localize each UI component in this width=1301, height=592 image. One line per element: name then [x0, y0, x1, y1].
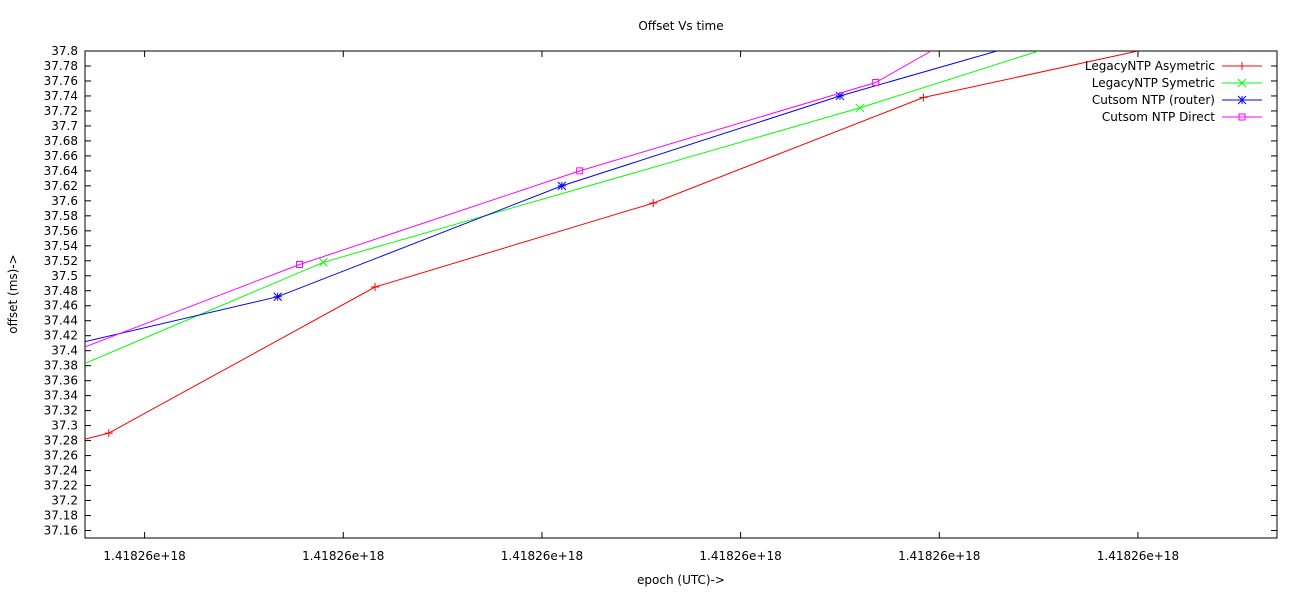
series-line-1: [85, 51, 1039, 364]
y-tick-label: 37.68: [44, 134, 78, 148]
y-tick-label: 37.46: [44, 299, 78, 313]
y-tick-label: 37.78: [44, 59, 78, 73]
data-point: [872, 78, 880, 86]
series-layer: [85, 51, 1139, 440]
y-tick-label: 37.8: [51, 44, 78, 58]
data-point: [319, 257, 328, 267]
y-tick-label: 37.72: [44, 104, 78, 118]
y-tick-label: 37.2: [51, 494, 78, 508]
y-axis-label: offset (ms)->: [6, 254, 20, 333]
y-tick-label: 37.3: [51, 419, 78, 433]
y-tick-label: 37.52: [44, 254, 78, 268]
y-tick-label: 37.4: [51, 344, 78, 358]
y-tick-label: 37.18: [44, 509, 78, 523]
y-tick-label: 37.64: [44, 164, 78, 178]
y-tick-label: 37.48: [44, 284, 78, 298]
legend: LegacyNTP Asymetric LegacyNTP Symetric Cut…: [1085, 59, 1262, 124]
y-tick-label: 37.56: [44, 224, 78, 238]
legend-marker: [1237, 78, 1247, 88]
y-tick-label: 37.32: [44, 404, 78, 418]
series-line-3: [85, 51, 932, 348]
data-point: [649, 199, 658, 208]
y-axis-ticks: 37.1637.1837.237.2237.2437.2637.2837.337…: [44, 44, 1277, 538]
y-tick-label: 37.58: [44, 209, 78, 223]
y-tick-label: 37.38: [44, 359, 78, 373]
y-tick-label: 37.28: [44, 434, 78, 448]
data-point: [557, 181, 567, 191]
x-axis-ticks: 1.41826e+18 1.41826e+18 1.41826e+18 1.41826…: [103, 51, 1179, 563]
data-point: [919, 93, 928, 102]
y-tick-label: 37.34: [44, 389, 78, 403]
legend-marker: [1237, 95, 1247, 105]
data-point: [273, 292, 283, 302]
legend-label: LegacyNTP Symetric: [1092, 76, 1215, 90]
x-tick-label: 1.41826e+18: [898, 549, 980, 563]
series-line-0: [85, 51, 1139, 440]
y-tick-label: 37.62: [44, 179, 78, 193]
plot-area: 37.1637.1837.237.2237.2437.2637.2837.337…: [44, 44, 1278, 563]
y-tick-label: 37.5: [51, 269, 78, 283]
y-tick-label: 37.66: [44, 149, 78, 163]
data-point: [371, 283, 380, 292]
y-tick-label: 37.22: [44, 479, 78, 493]
x-axis-label: epoch (UTC)->: [637, 573, 725, 587]
x-tick-label: 1.41826e+18: [699, 549, 781, 563]
y-tick-label: 37.24: [44, 464, 78, 478]
y-tick-label: 37.74: [44, 89, 78, 103]
legend-marker: [1238, 62, 1246, 70]
chart-title: Offset Vs time: [638, 19, 723, 33]
plot-frame: [84, 50, 1278, 539]
y-tick-label: 37.44: [44, 314, 78, 328]
data-point: [855, 103, 865, 113]
x-tick-label: 1.41826e+18: [501, 549, 583, 563]
x-tick-label: 1.41826e+18: [302, 549, 384, 563]
data-point: [576, 167, 584, 175]
legend-label: Cutsom NTP (router): [1092, 93, 1215, 107]
legend-marker: [1238, 113, 1246, 121]
series-line-2: [85, 51, 998, 343]
y-tick-label: 37.26: [44, 449, 78, 463]
y-tick-label: 37.7: [51, 119, 78, 133]
x-tick-label: 1.41826e+18: [103, 549, 185, 563]
y-tick-label: 37.6: [51, 194, 78, 208]
y-tick-label: 37.42: [44, 329, 78, 343]
y-tick-label: 37.54: [44, 239, 78, 253]
legend-label: LegacyNTP Asymetric: [1085, 59, 1215, 73]
y-tick-label: 37.76: [44, 74, 78, 88]
data-point: [296, 261, 304, 269]
y-tick-label: 37.16: [44, 524, 78, 538]
x-tick-label: 1.41826e+18: [1097, 549, 1179, 563]
data-point: [104, 429, 113, 438]
legend-label: Cutsom NTP Direct: [1102, 110, 1215, 124]
y-tick-label: 37.36: [44, 374, 78, 388]
